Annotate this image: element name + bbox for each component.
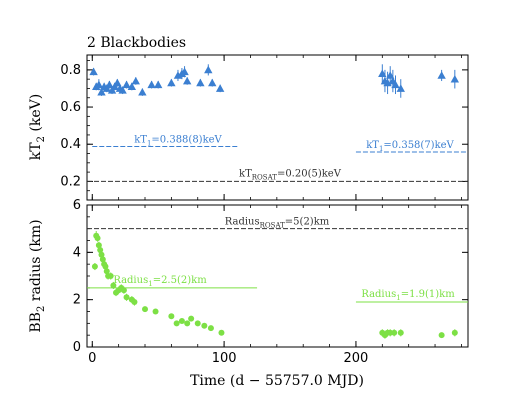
data-point	[188, 315, 195, 322]
data-point	[94, 235, 101, 242]
data-point	[208, 78, 217, 87]
data-point	[180, 67, 189, 76]
data-point	[152, 308, 159, 315]
data-point	[204, 65, 213, 74]
data-point	[91, 263, 98, 270]
data-point	[182, 76, 192, 85]
y-ticks-top: 0.2 0.4 0.6 0.8	[60, 55, 468, 201]
y-ticks-bottom: 0 2 4 6	[73, 198, 468, 355]
y-tick-label: 0.8	[60, 63, 81, 78]
data-point	[127, 82, 137, 90]
reference-line-label: Radius1=2.5(2)km	[113, 275, 207, 288]
data-point	[131, 76, 140, 85]
data-point	[196, 78, 205, 87]
data-point	[173, 320, 180, 327]
data-point	[201, 322, 208, 329]
data-point	[207, 325, 214, 332]
reference-line-label: kT1=0.358(7)keV	[366, 140, 454, 153]
data-point	[437, 71, 446, 79]
y-tick-label: 0.2	[60, 174, 81, 189]
reference-line-label: RadiusROSAT=5(2)km	[225, 217, 330, 230]
reference-line-label: kT1=0.388(8)keV	[134, 134, 222, 147]
data-point	[168, 313, 175, 320]
data-point	[110, 282, 117, 289]
x-ticks: 0 100 200	[88, 351, 368, 366]
x-tick-label: 100	[212, 351, 237, 366]
data-point	[131, 299, 138, 306]
data-point	[397, 329, 404, 336]
data-point	[97, 87, 106, 96]
data-point	[105, 80, 114, 89]
data-point	[215, 84, 225, 92]
reference-line-label: kTROSAT=0.20(5)keV	[239, 168, 342, 181]
x-axis-title: Time (d − 55757.0 MJD)	[190, 373, 364, 389]
reference-line-label: Radius1=1.9(1)km	[361, 289, 455, 302]
series-radius-points	[91, 231, 458, 339]
data-point	[391, 80, 400, 89]
data-point	[178, 317, 185, 324]
data-point	[122, 80, 131, 89]
data-point	[147, 80, 156, 89]
data-point	[142, 306, 149, 313]
data-point	[107, 273, 114, 279]
y-tick-label: 0	[73, 340, 81, 355]
reference-lines-bottom: RadiusROSAT=5(2)km Radius1=2.5(2)km Radius…	[87, 217, 468, 303]
y-tick-label: 0.6	[60, 100, 81, 115]
data-point	[120, 287, 127, 294]
y-tick-label: 2	[73, 293, 81, 308]
data-point	[153, 80, 163, 89]
data-point	[194, 320, 201, 327]
y-tick-label: 6	[73, 198, 81, 213]
chart-title: 2 Blackbodies	[87, 35, 186, 51]
plot-frame-top	[86, 54, 469, 201]
data-point	[391, 329, 398, 336]
data-point	[450, 74, 460, 83]
reference-lines-top: kT1=0.388(8)keV kT1=0.358(7)keV kTROSAT=0.…	[87, 134, 468, 182]
data-point	[396, 84, 405, 92]
panel-kt2: 2 Blackbodies 0.2 0.4 0.6 0.8 kT1=0.388(8)k…	[28, 35, 469, 201]
data-point	[138, 87, 147, 96]
series-kt2-points	[89, 64, 460, 98]
x-tick-label: 0	[88, 351, 96, 366]
y-tick-label: 4	[73, 245, 81, 260]
y-tick-label: 0.4	[60, 137, 81, 152]
data-point	[184, 320, 191, 327]
x-tick-label: 200	[344, 351, 369, 366]
data-point	[167, 78, 176, 87]
data-point	[386, 71, 395, 79]
data-point	[451, 329, 458, 336]
data-point	[113, 78, 122, 87]
y-axis-title-top: kT2 (keV)	[28, 94, 47, 160]
data-point	[89, 67, 98, 76]
data-point	[218, 329, 225, 336]
y-axis-title-bottom: BB2 radius (km)	[28, 219, 47, 332]
data-point	[438, 332, 445, 339]
data-point	[94, 80, 104, 89]
data-point	[118, 86, 127, 94]
data-point	[123, 294, 130, 301]
data-point	[378, 69, 387, 77]
